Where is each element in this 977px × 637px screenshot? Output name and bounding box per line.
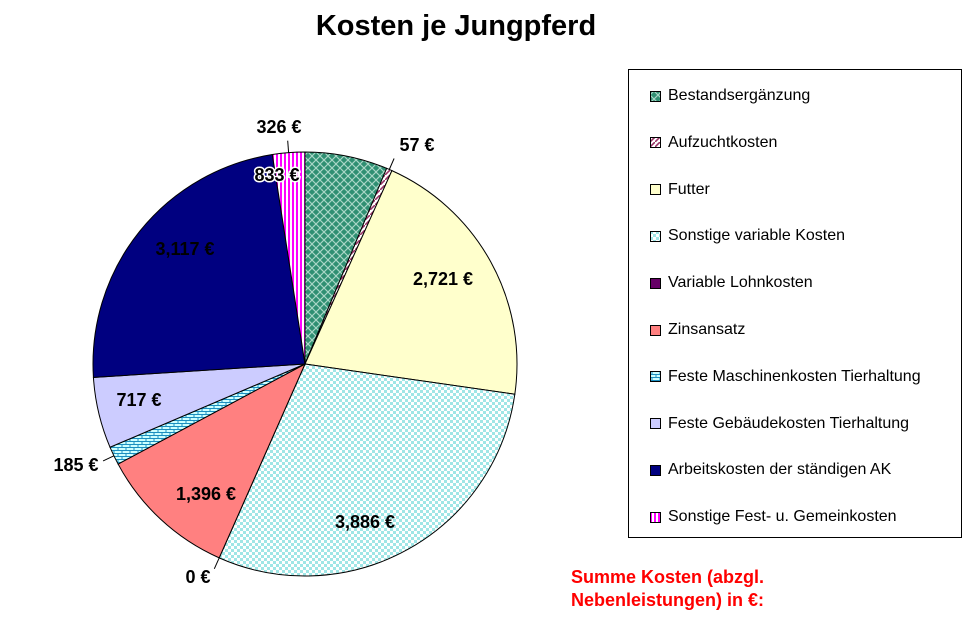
data-label: 326 € (256, 117, 301, 137)
summary-line-1: Summe Kosten (abzgl. (571, 567, 765, 587)
legend-item: Arbeitskosten der ständigen AK (650, 459, 891, 481)
data-label: 57 € (399, 135, 434, 155)
leader-line (102, 455, 115, 462)
legend-label: Feste Maschinenkosten Tierhaltung (668, 367, 921, 385)
legend-item: Feste Maschinenkosten Tierhaltung (650, 366, 921, 388)
summary-text: Summe Kosten (abzgl. Nebenleistungen) in… (571, 566, 764, 612)
legend-swatch (650, 418, 661, 430)
legend-item: Variable Lohnkosten (650, 272, 813, 294)
legend-swatch (650, 511, 661, 523)
pie-slice (92, 153, 306, 378)
legend-item: Zinsansatz (650, 319, 745, 341)
legend-label: Feste Gebäudekosten Tierhaltung (668, 414, 910, 432)
data-label: 185 € (53, 455, 98, 475)
legend-label: Zinsansatz (668, 321, 746, 338)
summary-line-2: Nebenleistungen) in €: (571, 590, 765, 610)
legend-label: Arbeitskosten der ständigen AK (668, 461, 892, 479)
pie-slice (304, 169, 518, 395)
data-label: 2,721 € (413, 269, 473, 289)
leader-line (287, 140, 290, 153)
pie-slice (117, 362, 307, 559)
legend-label: Variable Lohnkosten (668, 274, 813, 292)
legend-item: Bestandsergänzung (650, 85, 810, 107)
leader-line (388, 158, 395, 170)
legend-item: Futter (650, 179, 710, 201)
legend-label: Sonstige variable Kosten (668, 227, 845, 245)
legend-item: Sonstige Fest- u. Gemeinkosten (650, 506, 897, 528)
data-label: 3,886 € (335, 512, 395, 532)
legend-label: Sonstige Fest- u. Gemeinkosten (668, 508, 897, 526)
legend: Bestandsergänzung Aufzuchtkosten Futter S… (628, 69, 962, 538)
legend-swatch (650, 230, 661, 242)
legend-item: Aufzuchtkosten (650, 132, 777, 154)
chart-title: Kosten je Jungpferd (315, 10, 597, 42)
legend-item: Feste Gebäudekosten Tierhaltung (650, 413, 909, 435)
pie-slice (218, 363, 516, 577)
leader-line (213, 557, 220, 570)
data-label: 833 € (254, 165, 299, 185)
legend-swatch (650, 184, 661, 196)
legend-label: Aufzuchtkosten (668, 133, 778, 151)
data-label: 717 € (116, 390, 161, 410)
legend-label: Bestandsergänzung (668, 87, 811, 104)
legend-label: Futter (668, 180, 710, 198)
data-label: 0 € (185, 567, 210, 587)
legend-item: Sonstige variable Kosten (650, 225, 845, 247)
data-label: 3,117 € (155, 239, 214, 259)
legend-swatch (650, 90, 661, 102)
legend-swatch (650, 464, 661, 476)
legend-swatch (650, 324, 661, 336)
legend-swatch (650, 137, 661, 149)
data-label: 1,396 € (176, 484, 236, 504)
pie-slice (271, 151, 306, 365)
legend-swatch (650, 371, 661, 383)
legend-swatch (650, 277, 661, 289)
